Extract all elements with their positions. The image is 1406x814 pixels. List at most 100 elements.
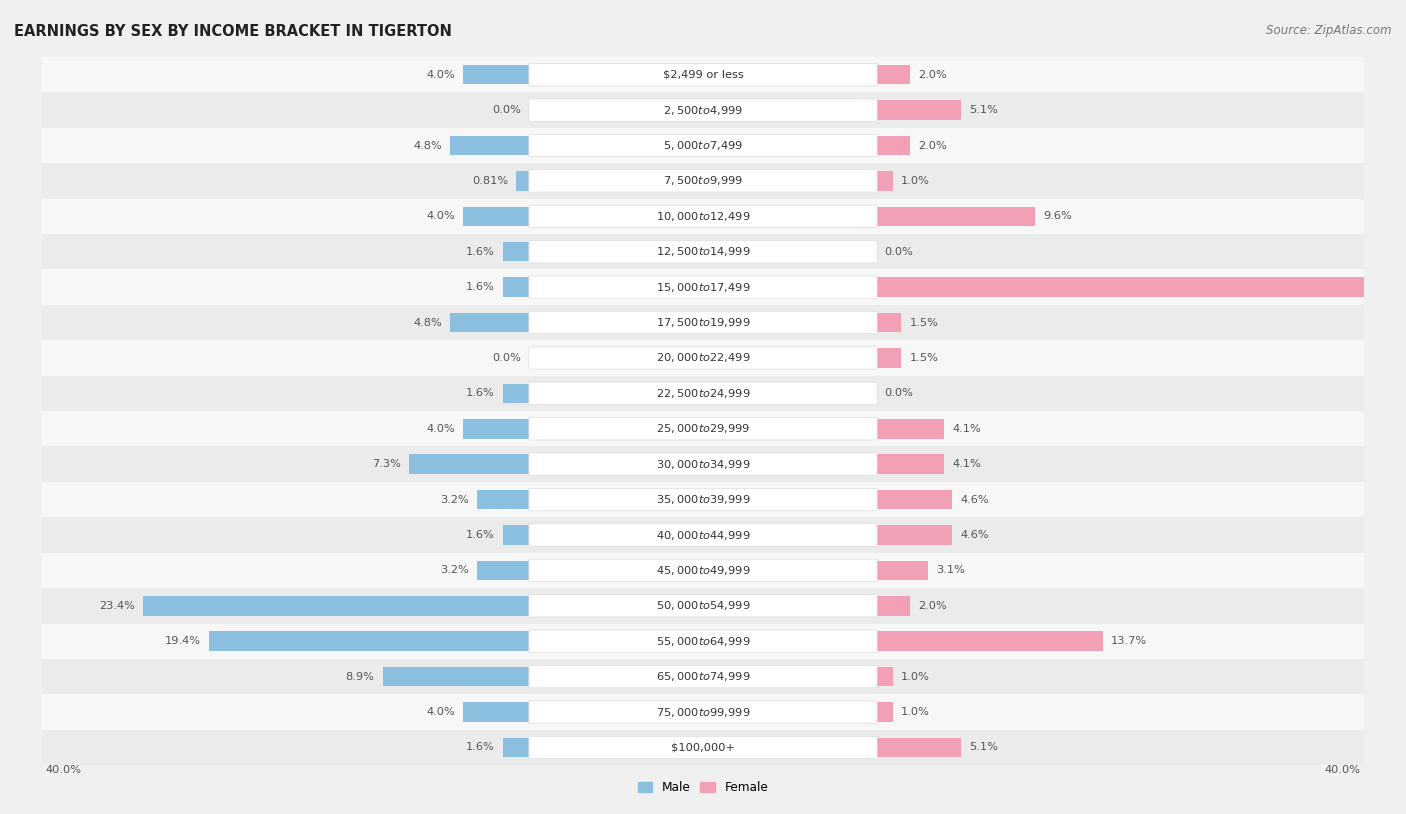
Text: $40,000 to $44,999: $40,000 to $44,999 xyxy=(655,528,751,541)
Bar xyxy=(409,454,530,474)
Bar xyxy=(464,65,530,85)
Bar xyxy=(876,667,893,686)
FancyBboxPatch shape xyxy=(529,63,877,85)
Text: 1.6%: 1.6% xyxy=(467,247,495,256)
Text: 23.4%: 23.4% xyxy=(98,601,135,610)
Text: 4.0%: 4.0% xyxy=(426,707,456,717)
Bar xyxy=(42,128,1364,163)
Bar xyxy=(42,375,1364,411)
Text: 9.6%: 9.6% xyxy=(1043,212,1071,221)
Bar xyxy=(42,163,1364,199)
Legend: Male, Female: Male, Female xyxy=(634,778,772,798)
Bar xyxy=(42,411,1364,446)
Text: $45,000 to $49,999: $45,000 to $49,999 xyxy=(655,564,751,577)
Bar xyxy=(876,207,1035,226)
Bar xyxy=(464,207,530,226)
Text: 4.0%: 4.0% xyxy=(426,212,456,221)
Bar xyxy=(450,136,530,155)
Text: $50,000 to $54,999: $50,000 to $54,999 xyxy=(655,599,751,612)
Bar xyxy=(42,199,1364,234)
FancyBboxPatch shape xyxy=(529,347,877,369)
Bar xyxy=(876,490,952,510)
Bar xyxy=(876,632,1102,651)
Bar xyxy=(209,632,530,651)
Bar xyxy=(876,596,910,615)
Text: $35,000 to $39,999: $35,000 to $39,999 xyxy=(655,493,751,506)
Text: 19.4%: 19.4% xyxy=(165,637,201,646)
Bar xyxy=(42,588,1364,624)
Bar xyxy=(503,242,530,261)
Text: 1.5%: 1.5% xyxy=(910,353,938,363)
FancyBboxPatch shape xyxy=(529,418,877,440)
Text: $55,000 to $64,999: $55,000 to $64,999 xyxy=(655,635,751,648)
Text: $12,500 to $14,999: $12,500 to $14,999 xyxy=(655,245,751,258)
Bar xyxy=(477,490,530,510)
FancyBboxPatch shape xyxy=(529,524,877,546)
Bar xyxy=(42,659,1364,694)
Text: 0.0%: 0.0% xyxy=(492,353,522,363)
Bar xyxy=(503,737,530,757)
Text: 13.7%: 13.7% xyxy=(1111,637,1147,646)
FancyBboxPatch shape xyxy=(529,99,877,121)
Text: 1.0%: 1.0% xyxy=(901,707,931,717)
FancyBboxPatch shape xyxy=(529,383,877,405)
FancyBboxPatch shape xyxy=(529,205,877,227)
FancyBboxPatch shape xyxy=(529,488,877,510)
Text: 40.0%: 40.0% xyxy=(45,765,82,775)
Bar xyxy=(876,313,901,332)
Text: $100,000+: $100,000+ xyxy=(671,742,735,752)
Bar xyxy=(876,278,1406,297)
Bar xyxy=(42,624,1364,659)
FancyBboxPatch shape xyxy=(529,453,877,475)
Text: 4.0%: 4.0% xyxy=(426,70,456,80)
Text: 1.6%: 1.6% xyxy=(467,530,495,540)
Text: $7,500 to $9,999: $7,500 to $9,999 xyxy=(664,174,742,187)
Bar xyxy=(42,340,1364,375)
Text: 4.6%: 4.6% xyxy=(960,495,990,505)
Text: 2.0%: 2.0% xyxy=(918,141,946,151)
Bar xyxy=(516,171,530,190)
Text: 1.0%: 1.0% xyxy=(901,176,931,186)
Bar xyxy=(503,278,530,297)
FancyBboxPatch shape xyxy=(529,595,877,617)
Text: 4.0%: 4.0% xyxy=(426,424,456,434)
FancyBboxPatch shape xyxy=(529,559,877,581)
Text: 0.0%: 0.0% xyxy=(884,247,914,256)
Bar xyxy=(42,57,1364,92)
Text: 4.6%: 4.6% xyxy=(960,530,990,540)
Text: 4.8%: 4.8% xyxy=(413,141,441,151)
Text: $2,499 or less: $2,499 or less xyxy=(662,70,744,80)
Text: 40.0%: 40.0% xyxy=(1324,765,1361,775)
Text: 0.81%: 0.81% xyxy=(472,176,508,186)
Text: 1.0%: 1.0% xyxy=(901,672,931,681)
Text: $20,000 to $22,499: $20,000 to $22,499 xyxy=(655,352,751,365)
Bar xyxy=(42,553,1364,588)
Text: 7.3%: 7.3% xyxy=(371,459,401,469)
Text: EARNINGS BY SEX BY INCOME BRACKET IN TIGERTON: EARNINGS BY SEX BY INCOME BRACKET IN TIG… xyxy=(14,24,451,39)
Text: $25,000 to $29,999: $25,000 to $29,999 xyxy=(655,422,751,435)
Bar xyxy=(876,136,910,155)
Text: $65,000 to $74,999: $65,000 to $74,999 xyxy=(655,670,751,683)
Bar xyxy=(42,446,1364,482)
Text: $30,000 to $34,999: $30,000 to $34,999 xyxy=(655,457,751,470)
Bar xyxy=(876,525,952,545)
Text: $2,500 to $4,999: $2,500 to $4,999 xyxy=(664,103,742,116)
Bar xyxy=(876,65,910,85)
FancyBboxPatch shape xyxy=(529,241,877,263)
Text: 3.1%: 3.1% xyxy=(936,566,965,575)
Bar xyxy=(42,518,1364,553)
Bar xyxy=(876,100,960,120)
Text: $22,500 to $24,999: $22,500 to $24,999 xyxy=(655,387,751,400)
Text: $15,000 to $17,499: $15,000 to $17,499 xyxy=(655,281,751,294)
FancyBboxPatch shape xyxy=(529,276,877,298)
FancyBboxPatch shape xyxy=(529,134,877,156)
Bar xyxy=(42,730,1364,765)
FancyBboxPatch shape xyxy=(529,630,877,652)
Bar xyxy=(503,525,530,545)
Text: $5,000 to $7,499: $5,000 to $7,499 xyxy=(664,139,742,152)
Bar xyxy=(876,454,945,474)
Text: 0.0%: 0.0% xyxy=(492,105,522,115)
Bar xyxy=(464,702,530,722)
Text: 4.8%: 4.8% xyxy=(413,317,441,327)
Bar xyxy=(143,596,530,615)
